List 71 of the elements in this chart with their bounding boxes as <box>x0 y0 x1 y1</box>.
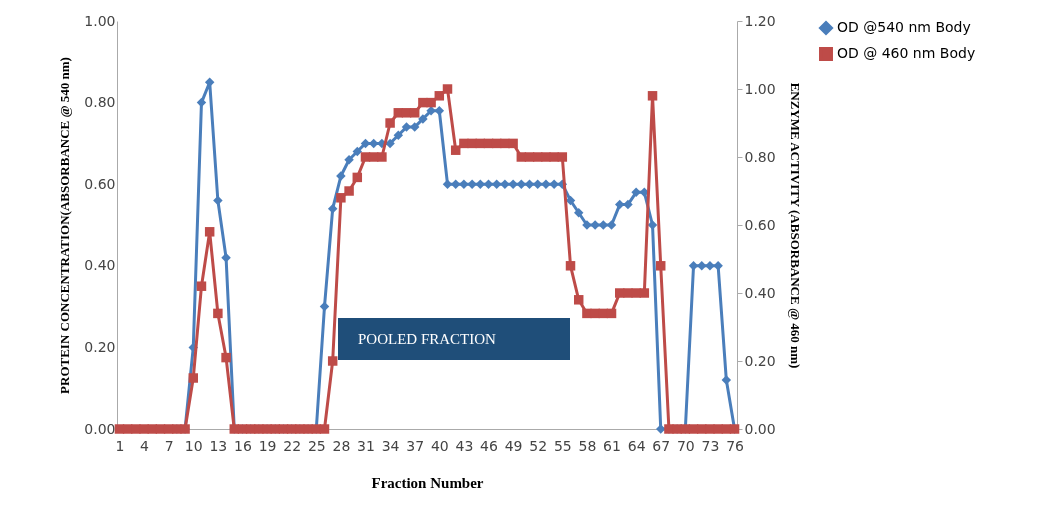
point <box>467 179 477 189</box>
x-axis-title: Fraction Number <box>371 474 484 491</box>
label-box: POOLED FRACTION <box>338 318 570 360</box>
point <box>344 154 354 165</box>
y-tick-label: 1.00 <box>84 12 116 29</box>
y2-tick-label: 0.40 <box>744 284 776 301</box>
y2-tick-label: 0.60 <box>744 216 776 233</box>
x-tick-label: 64 <box>627 437 646 454</box>
x-tick-label: 70 <box>676 437 695 454</box>
point <box>549 179 559 189</box>
x-tick-label: 73 <box>701 437 720 454</box>
point <box>352 146 363 157</box>
x-tick-label: 7 <box>164 437 174 454</box>
point <box>631 187 641 198</box>
point <box>647 220 658 230</box>
point <box>442 179 453 189</box>
point <box>196 97 207 108</box>
y-tick-label: 0.60 <box>84 175 116 192</box>
x-tick-label: 58 <box>578 437 597 454</box>
x-tick-label: 4 <box>140 437 150 454</box>
y2-tick-label: 0.20 <box>744 352 776 369</box>
point <box>508 179 518 189</box>
x-tick-label: 52 <box>529 437 548 454</box>
point <box>426 106 436 116</box>
y2-axis-title: ENZYME ACTIVITY (ABSORBANCE @ 460 nm) <box>787 82 803 369</box>
point <box>434 106 445 116</box>
point <box>721 375 732 385</box>
y-tick-label: 0.80 <box>84 94 116 111</box>
x-tick-label: 10 <box>184 437 203 454</box>
x-tick-label: 67 <box>652 437 671 454</box>
point <box>459 179 469 189</box>
y-tick-label: 0.00 <box>84 420 116 437</box>
y-tick-label: 0.20 <box>84 338 116 355</box>
y2-tick-label: 0.80 <box>744 148 776 165</box>
point <box>713 261 723 271</box>
point <box>688 261 699 271</box>
legend-label: OD @540 nm Body <box>837 19 971 35</box>
x-tick-label: 1 <box>115 437 125 454</box>
point <box>483 179 494 189</box>
x-tick-label: 49 <box>504 437 523 454</box>
y-axis-title: PROTEIN CONCENTRATION(ABSORBANCE @ 540 nm) <box>57 57 73 394</box>
point <box>393 130 404 140</box>
point <box>204 77 215 87</box>
x-tick-label: 13 <box>209 437 228 454</box>
x-tick-label: 46 <box>480 437 498 454</box>
y2-tick-label: 1.20 <box>744 12 776 29</box>
x-tick-label: 28 <box>332 437 351 454</box>
x-tick-label: 40 <box>430 437 449 454</box>
point <box>623 199 633 210</box>
x-tick-label: 61 <box>603 437 621 454</box>
point <box>524 179 535 189</box>
y2-tick-label: 1.00 <box>744 80 776 97</box>
point <box>319 301 330 312</box>
x-tick-label: 16 <box>234 437 252 454</box>
point <box>573 208 584 218</box>
point <box>327 203 338 214</box>
x-tick-label: 19 <box>258 437 277 454</box>
x-tick-label: 55 <box>553 437 572 454</box>
point <box>500 179 510 189</box>
x-tick-label: 43 <box>455 437 474 454</box>
x-tick-label: 31 <box>357 437 375 454</box>
y2-tick-label: 0.00 <box>744 420 776 437</box>
x-tick-label: 34 <box>381 437 400 454</box>
x-tick-label: 22 <box>283 437 302 454</box>
x-tick-label: 37 <box>406 437 425 454</box>
x-tick-label: 76 <box>726 437 745 454</box>
y-tick-label: 0.40 <box>84 257 116 274</box>
x-tick-label: 25 <box>307 437 326 454</box>
legend-label: OD @ 460 nm Body <box>837 45 976 61</box>
point <box>705 261 715 271</box>
point <box>541 179 551 189</box>
